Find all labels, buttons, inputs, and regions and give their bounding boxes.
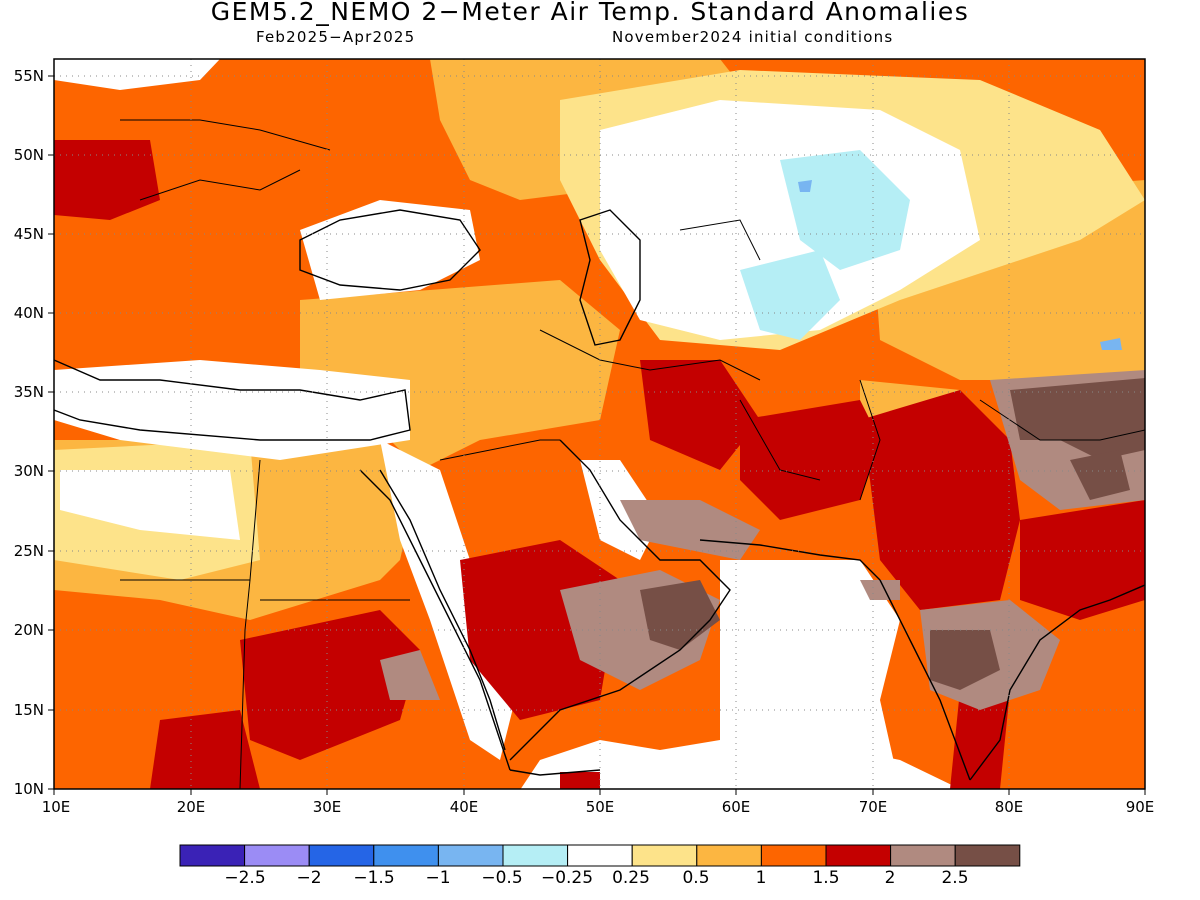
legend-swatch bbox=[502, 844, 569, 867]
legend-swatch bbox=[567, 844, 633, 867]
legend-label: −1.5 bbox=[353, 868, 395, 888]
legend-swatch bbox=[760, 844, 827, 867]
legend-label: −2.5 bbox=[224, 868, 266, 888]
legend-label: 0.5 bbox=[682, 868, 710, 888]
legend-label: −0.25 bbox=[540, 868, 594, 888]
lat-label: 45N bbox=[14, 225, 44, 243]
legend-swatch bbox=[954, 844, 1021, 867]
lon-label: 20E bbox=[177, 798, 206, 816]
legend-swatch bbox=[308, 844, 375, 867]
legend-label: −2 bbox=[296, 868, 322, 888]
anomaly-near-zero-regions bbox=[54, 59, 980, 789]
legend-swatch bbox=[631, 844, 698, 867]
lon-label: 70E bbox=[859, 798, 888, 816]
lon-label: 80E bbox=[995, 798, 1024, 816]
lon-label: 40E bbox=[450, 798, 479, 816]
lat-label: 35N bbox=[14, 383, 44, 401]
forecast-period: Feb2025−Apr2025 bbox=[256, 28, 416, 46]
lat-label: 40N bbox=[14, 304, 44, 322]
initial-conditions: November2024 initial conditions bbox=[612, 28, 894, 46]
lon-label: 90E bbox=[1126, 798, 1155, 816]
borders bbox=[120, 119, 1145, 789]
legend-label: 1.5 bbox=[812, 868, 840, 888]
legend-label: −0.5 bbox=[481, 868, 523, 888]
legend-swatch bbox=[179, 844, 246, 867]
lat-label: 15N bbox=[14, 701, 44, 719]
coastlines bbox=[54, 209, 1145, 781]
legend-swatch bbox=[437, 844, 504, 867]
lat-label: 25N bbox=[14, 542, 44, 560]
color-legend bbox=[179, 844, 1021, 867]
legend-label: −1 bbox=[425, 868, 451, 888]
lat-label: 10N bbox=[14, 780, 44, 798]
legend-swatch bbox=[696, 844, 762, 867]
legend-swatch bbox=[825, 844, 892, 867]
lat-label: 20N bbox=[14, 621, 44, 639]
legend-label: 2.5 bbox=[941, 868, 969, 888]
lat-label: 55N bbox=[14, 67, 44, 85]
legend-swatch bbox=[373, 844, 439, 867]
legend-label: 2 bbox=[884, 868, 896, 888]
map-title: GEM5.2_NEMO 2−Meter Air Temp. Standard A… bbox=[210, 0, 970, 26]
legend-label: 1 bbox=[755, 868, 767, 888]
legend-swatch bbox=[244, 844, 310, 867]
legend-swatch bbox=[890, 844, 956, 867]
lat-label: 50N bbox=[14, 146, 44, 164]
anomaly-negative-regions bbox=[740, 150, 910, 340]
lon-label: 30E bbox=[313, 798, 342, 816]
lon-label: 50E bbox=[586, 798, 615, 816]
lat-label: 30N bbox=[14, 462, 44, 480]
lon-label: 10E bbox=[42, 798, 71, 816]
legend-label: 0.25 bbox=[612, 868, 650, 888]
lon-label: 60E bbox=[722, 798, 751, 816]
